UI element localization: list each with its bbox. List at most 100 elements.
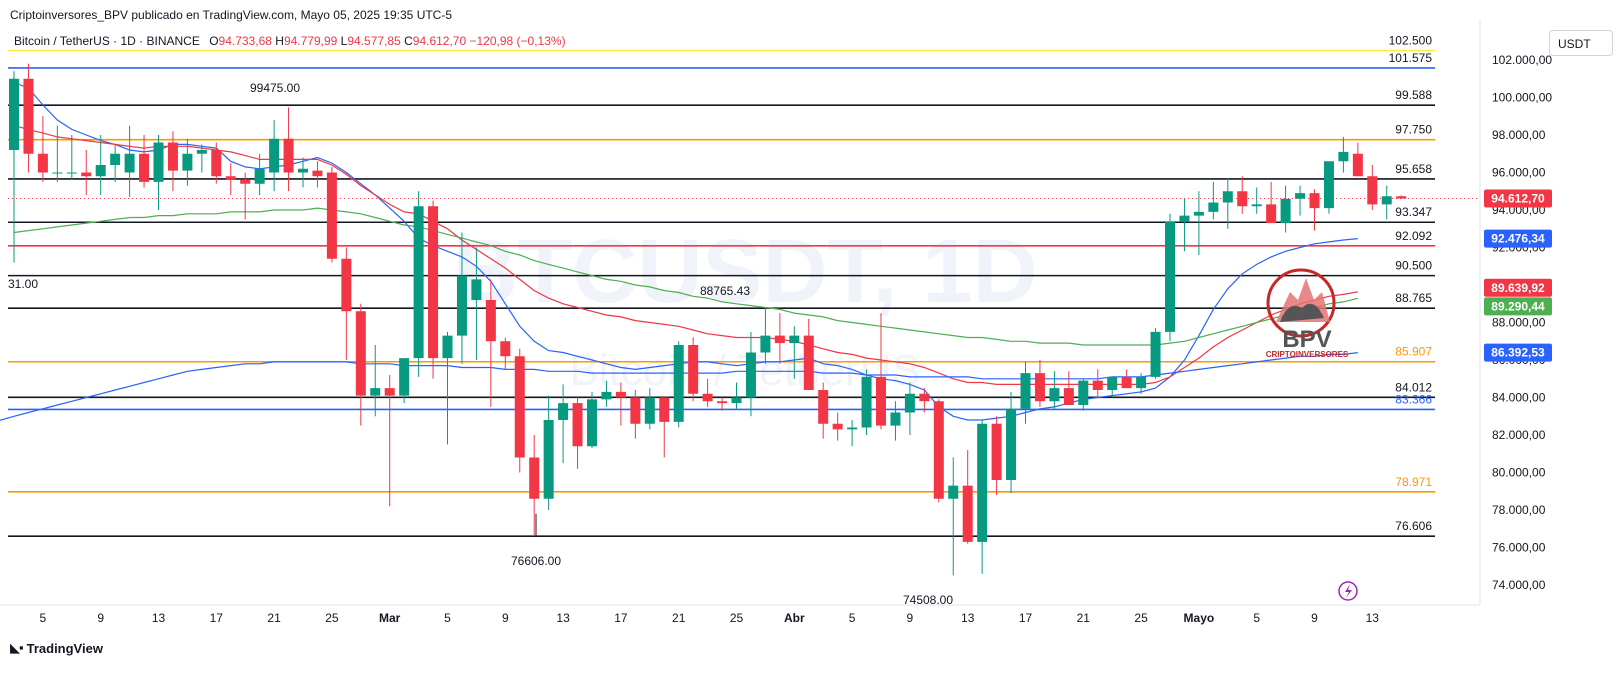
x-tick-label[interactable]: 9 [502, 611, 509, 625]
candle-body [500, 341, 511, 357]
candle-body [110, 153, 121, 165]
candle-body [760, 335, 771, 353]
candle-body [240, 180, 251, 184]
symbol-ohlc-bar: Bitcoin / TetherUS · 1D · BINANCE O94.73… [14, 34, 566, 48]
candle-body [182, 153, 193, 171]
candle-body [312, 170, 323, 177]
candle-body [803, 335, 814, 390]
watermark-symbol: BTCUSDT, 1D [452, 222, 1037, 322]
x-tick-label[interactable]: 13 [961, 611, 975, 625]
x-tick-label[interactable]: 13 [152, 611, 166, 625]
candle-body [818, 390, 829, 424]
x-tick-label[interactable]: 5 [444, 611, 451, 625]
x-tick-label[interactable]: 9 [907, 611, 914, 625]
x-tick-label[interactable]: 21 [1077, 611, 1091, 625]
level-label: 95.658 [1395, 162, 1432, 176]
tradingview-icon: ◣▪ [10, 640, 24, 655]
candle-body [81, 172, 92, 177]
candle-body [745, 352, 756, 398]
candle-body [1078, 380, 1089, 405]
candle-body [428, 206, 439, 359]
candle-body [919, 393, 930, 402]
moving-average-line [13, 81, 1358, 421]
x-tick-label[interactable]: 5 [40, 611, 47, 625]
tradingview-logo[interactable]: ◣▪ TradingView [10, 640, 103, 656]
candle-body [341, 258, 352, 312]
x-tick-label[interactable]: 17 [210, 611, 224, 625]
x-tick-label[interactable]: 17 [614, 611, 628, 625]
high-label: H [275, 34, 284, 48]
logo-text: BPV [1282, 326, 1331, 353]
x-tick-label[interactable]: Mayo [1184, 611, 1215, 625]
candle-body [153, 142, 164, 182]
symbol-name[interactable]: Bitcoin / TetherUS · 1D · BINANCE [14, 34, 200, 48]
candle-body [673, 345, 684, 422]
x-tick-label[interactable]: 25 [1134, 611, 1148, 625]
y-tick-label: 102.000,00 [1492, 53, 1552, 67]
x-tick-label[interactable]: 17 [1019, 611, 1033, 625]
x-tick-label[interactable]: 13 [556, 611, 570, 625]
price-tag-box [1484, 297, 1552, 316]
candle-body [962, 485, 973, 542]
y-tick-label: 98.000,00 [1492, 128, 1546, 142]
x-tick-label[interactable]: 5 [849, 611, 856, 625]
candle-body [9, 78, 19, 150]
x-tick-label[interactable]: 25 [325, 611, 339, 625]
lightning-icon[interactable] [1338, 581, 1358, 601]
candle-body [167, 142, 178, 171]
candle-body [774, 335, 785, 344]
high-low-label: 76606.00 [511, 554, 561, 568]
x-tick-label[interactable]: 25 [730, 611, 744, 625]
x-tick-label[interactable]: 13 [1366, 611, 1380, 625]
candle-body [630, 397, 641, 424]
level-label: 88.765 [1395, 291, 1432, 305]
level-label: 78.971 [1395, 475, 1432, 489]
candle-body [1193, 211, 1204, 216]
candle-body [355, 311, 366, 396]
x-tick-label[interactable]: 21 [267, 611, 281, 625]
open-label: O [209, 34, 219, 48]
y-tick-label: 74.000,00 [1492, 578, 1546, 592]
candle-body [601, 391, 612, 400]
y-tick-label: 80.000,00 [1492, 466, 1546, 480]
change-value: −120,98 (−0,13%) [469, 34, 566, 48]
x-tick-label[interactable]: 9 [1311, 611, 1318, 625]
x-axis[interactable]: 5 9 13 17 21 25 Mar 5 9 13 17 21 25 Abr 5 9 13 17 21 25 Mayo… [40, 611, 1380, 625]
high-low-label: 99475.00 [250, 81, 300, 95]
candle-body [298, 168, 308, 173]
candle-body [1179, 215, 1190, 222]
candle-body [991, 423, 1002, 480]
price-tag-label: 92.476,34 [1491, 232, 1545, 246]
candle-body [514, 356, 525, 458]
candle-body [283, 138, 294, 173]
x-tick-label[interactable]: 21 [672, 611, 686, 625]
candle-body [1251, 204, 1262, 207]
high-value: 94.779,99 [283, 34, 338, 48]
candle-body [1323, 161, 1334, 209]
level-label: 101.575 [1389, 51, 1433, 65]
candle-body [1150, 331, 1161, 377]
x-tick-label[interactable]: Abr [784, 611, 805, 625]
level-label: 90.500 [1395, 259, 1432, 273]
candle-body [52, 172, 63, 174]
x-tick-label[interactable]: 5 [1253, 611, 1260, 625]
x-tick-label[interactable]: Mar [379, 611, 401, 625]
candle-body [139, 153, 150, 182]
y-tick-label: 84.000,00 [1492, 391, 1546, 405]
price-tag-box [1484, 278, 1552, 297]
x-tick-label[interactable]: 9 [97, 611, 104, 625]
candle-body [124, 153, 135, 173]
candle-body [1309, 193, 1320, 209]
logo-subtitle: CRIPTOINVERSORES [1266, 350, 1349, 359]
candle-body [890, 412, 901, 426]
candle-body [1092, 380, 1103, 390]
currency-selector[interactable]: USDT [1549, 30, 1613, 56]
candle-body [731, 397, 742, 404]
level-label: 84.012 [1395, 380, 1432, 394]
y-axis[interactable]: 74.000,00 76.000,00 78.000,00 80.000,00 82.0… [1492, 53, 1552, 592]
candle-body [1266, 204, 1277, 224]
price-tag-label: 89.639,92 [1491, 281, 1545, 295]
candle-body [572, 403, 583, 447]
candle-body [1049, 388, 1060, 402]
